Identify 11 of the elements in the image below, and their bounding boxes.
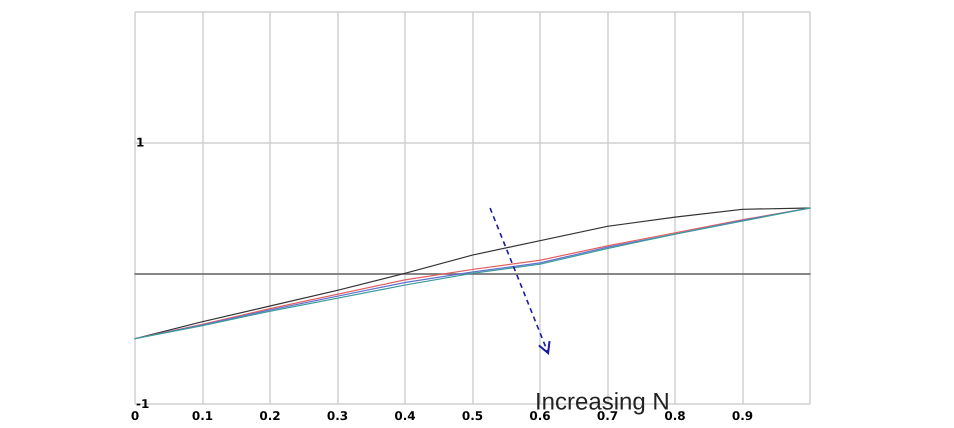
x-tick-label: 0.1 (192, 409, 214, 423)
line-series (134, 207, 811, 340)
x-tick-label: 0 (130, 409, 140, 423)
x-tick-label: 0.2 (259, 409, 281, 423)
x-tick-label: 0.4 (394, 409, 416, 423)
x-tick-label: 0.3 (326, 409, 348, 423)
x-tick-label: 0.5 (462, 409, 484, 423)
x-tick-label: 0.9 (732, 409, 754, 423)
x-tick-label: 0.8 (664, 409, 686, 423)
y-tick-label: 1 (136, 136, 144, 150)
y-tick-label: -1 (136, 397, 150, 411)
